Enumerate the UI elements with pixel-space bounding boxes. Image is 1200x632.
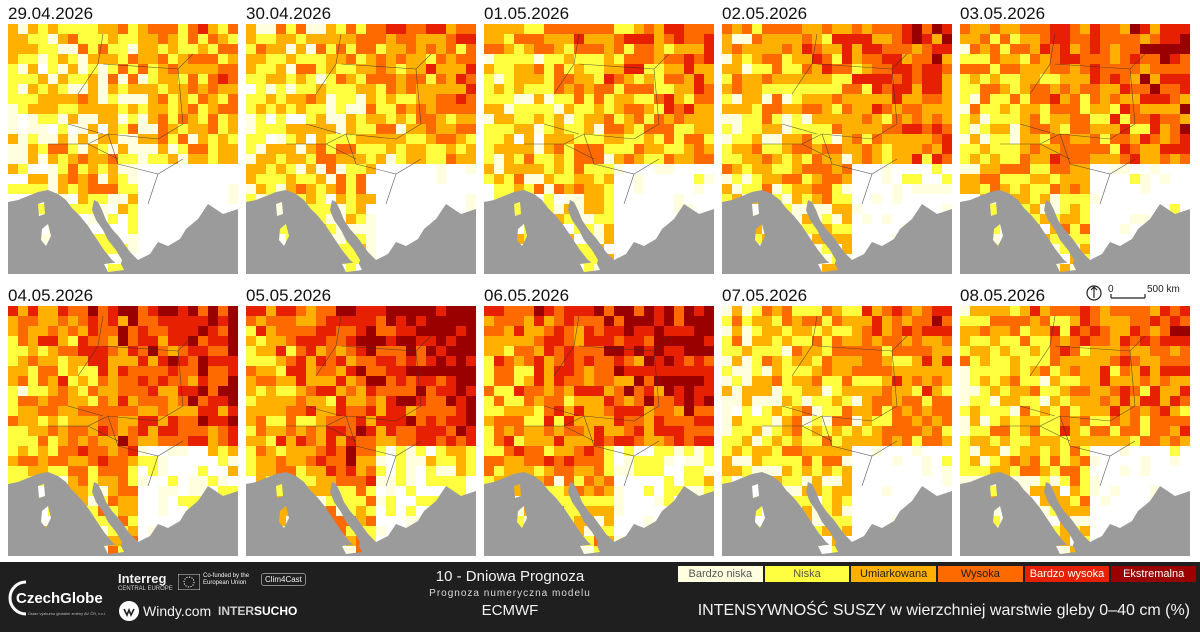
interreg-sub: CENTRAL EUROPE — [118, 586, 173, 592]
legend-item: Bardzo niska — [678, 566, 763, 582]
footer: CzechGlobe Ústav výzkumu globální změny … — [0, 562, 1200, 632]
forecast-maps: 29.04.2026 30.04.2026 01.05.2026 02.05.2026… — [2, 0, 1190, 558]
scale-label: 500 km — [1147, 284, 1180, 295]
scale-zero: 0 — [1108, 284, 1114, 295]
panel-date: 01.05.2026 — [484, 4, 570, 23]
country-borders — [48, 33, 194, 205]
windy-logo: Windy.com — [143, 603, 212, 619]
panel-date: 05.05.2026 — [246, 286, 332, 305]
country-borders — [1000, 315, 1146, 487]
drought-map — [960, 306, 1190, 556]
legend-title: INTENSYWNOŚĆ SUSZY w wierzchniej warstwi… — [697, 602, 1190, 619]
drought-map — [246, 24, 476, 274]
drought-map — [484, 306, 714, 556]
interreg-logo: Interreg — [118, 571, 167, 586]
panel-date: 02.05.2026 — [722, 4, 808, 23]
panel-date: 04.05.2026 — [8, 286, 94, 305]
country-borders — [524, 315, 670, 487]
country-borders — [524, 33, 670, 205]
panel-date: 07.05.2026 — [722, 286, 808, 305]
map-panel: 07.05.2026 — [716, 282, 952, 558]
drought-map — [722, 306, 952, 556]
north-arrow-icon — [1086, 285, 1102, 301]
intersucho-logo: INTERSUCHO — [218, 604, 297, 618]
eu-flag-icon — [178, 574, 200, 590]
clim4cast-logo: Clim4Cast — [261, 573, 306, 586]
panel-date: 08.05.2026 — [960, 286, 1046, 305]
country-borders — [1000, 33, 1146, 205]
drought-map — [8, 24, 238, 274]
forecast-title: 10 - Dniowa Prognoza — [435, 568, 585, 585]
map-panel: 29.04.2026 — [2, 0, 238, 276]
country-borders — [762, 315, 908, 487]
panel-date: 30.04.2026 — [246, 4, 332, 23]
intersucho-a: INTER — [218, 604, 254, 618]
eu-label: Co-funded by the European Union — [203, 573, 250, 586]
legend-item: Niska — [764, 566, 850, 582]
map-panel: 02.05.2026 — [716, 0, 952, 276]
title-block: 10 - Dniowa Prognoza Prognoza numeryczna… — [360, 568, 660, 619]
legend-item: Wysoka — [938, 566, 1023, 582]
drought-map — [722, 24, 952, 274]
panel-date: 06.05.2026 — [484, 286, 570, 305]
map-panel: 01.05.2026 — [478, 0, 714, 276]
drought-map — [246, 306, 476, 556]
map-panel: 03.05.2026 — [954, 0, 1190, 276]
map-panel: 06.05.2026 — [478, 282, 714, 558]
country-borders — [286, 33, 432, 205]
country-borders — [48, 315, 194, 487]
north-arrow-glyph — [1090, 286, 1098, 298]
country-borders — [286, 315, 432, 487]
drought-map — [484, 24, 714, 274]
map-panel: 08.05.2026 — [954, 282, 1190, 558]
legend: Bardzo niska Niska Umiarkowana Wysoka Bardzo… — [678, 566, 1198, 582]
map-panel: 04.05.2026 — [2, 282, 238, 558]
legend-item: Umiarkowana — [851, 566, 936, 582]
drought-map — [960, 24, 1190, 274]
drought-cells — [484, 24, 714, 272]
forecast-subtitle: Prognoza numeryczna modelu — [429, 588, 591, 599]
czechglobe-logo: CzechGlobe Ústav výzkumu globální změny … — [8, 580, 106, 616]
intersucho-b: SUCHO — [254, 604, 298, 618]
model-name: ECMWF — [481, 602, 539, 619]
map-panel: 05.05.2026 — [240, 282, 476, 558]
map-panel: 30.04.2026 — [240, 0, 476, 276]
legend-item: Bardzo wysoka — [1024, 566, 1110, 582]
windy-icon — [119, 601, 139, 621]
legend-item: Ekstremalna — [1111, 566, 1196, 582]
scale-bar: 0 500 km — [1086, 284, 1180, 301]
country-borders — [762, 33, 908, 205]
drought-map — [8, 306, 238, 556]
panel-date: 03.05.2026 — [960, 4, 1046, 23]
panel-date: 29.04.2026 — [8, 4, 94, 23]
